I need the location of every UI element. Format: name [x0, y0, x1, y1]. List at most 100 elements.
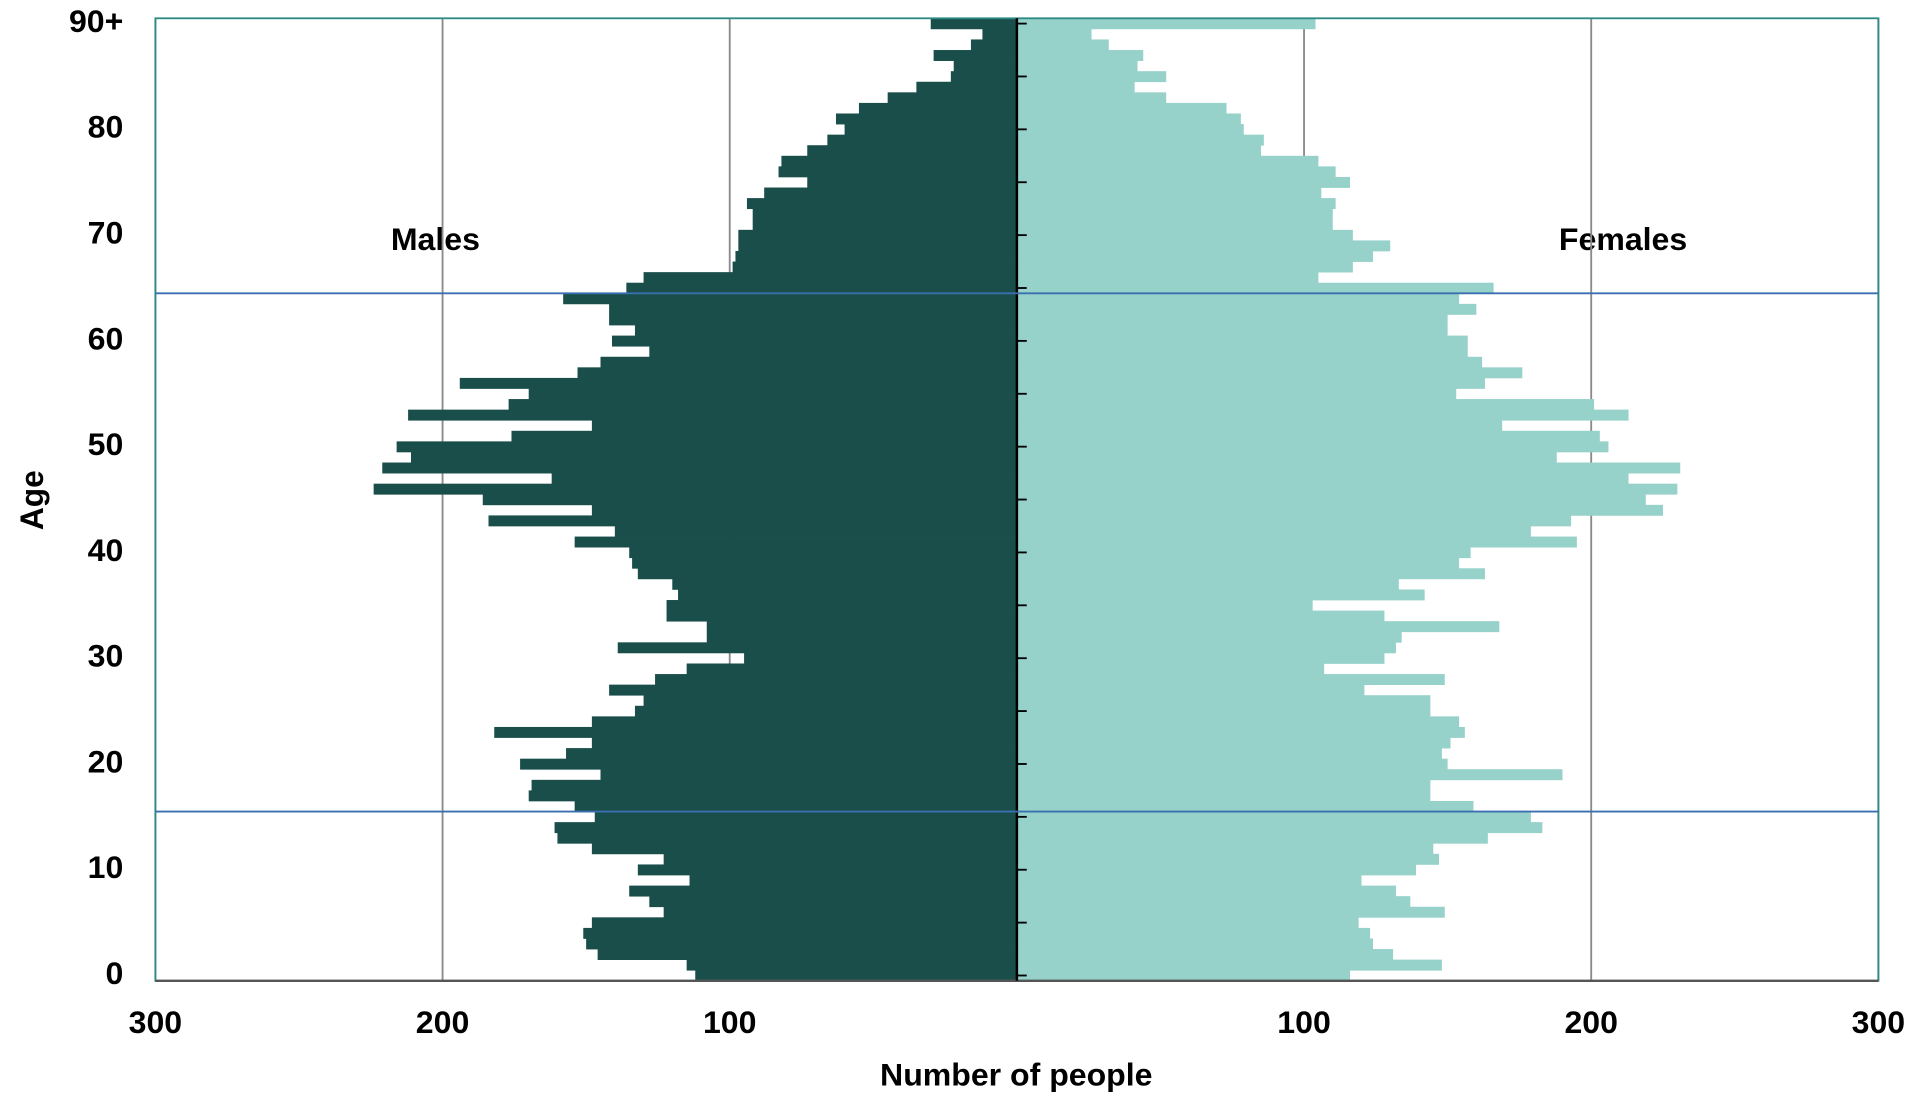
bar — [1016, 642, 1396, 654]
bar — [1016, 674, 1445, 686]
bar — [408, 409, 1017, 421]
bar — [373, 483, 1017, 495]
bar — [1016, 441, 1609, 453]
bar — [1016, 356, 1483, 368]
bar — [609, 684, 1017, 696]
bar — [1016, 959, 1442, 971]
bar — [1016, 726, 1465, 738]
bar — [459, 377, 1017, 389]
bar — [508, 399, 1017, 411]
y-tick-label: 0 — [106, 955, 124, 991]
bar — [597, 949, 1017, 961]
bar — [1016, 663, 1325, 675]
bar — [778, 166, 1017, 178]
bar — [1016, 145, 1261, 157]
series-label: Females — [1559, 221, 1687, 257]
bar — [1016, 557, 1460, 569]
bar — [706, 621, 1017, 633]
bar — [1016, 60, 1138, 72]
bar — [781, 155, 1017, 167]
bar — [1016, 589, 1425, 601]
x-tick-label: 300 — [1852, 1004, 1905, 1040]
bar — [629, 885, 1017, 897]
bar — [1016, 28, 1092, 40]
bar — [563, 293, 1017, 305]
bar — [1016, 843, 1434, 855]
bar — [738, 229, 1017, 241]
bar — [1016, 927, 1371, 939]
bar — [1016, 800, 1474, 812]
y-tick-label: 70 — [88, 215, 124, 251]
bar — [1016, 124, 1244, 136]
bar — [528, 388, 1017, 400]
y-tick-label: 20 — [88, 744, 124, 780]
bar — [1016, 229, 1353, 241]
bar — [591, 420, 1017, 432]
x-tick-label: 100 — [703, 1004, 756, 1040]
y-axis-title: Age — [14, 470, 50, 530]
bar — [752, 219, 1017, 231]
bar — [1016, 50, 1144, 61]
bar — [557, 832, 1017, 844]
bar — [1016, 515, 1572, 527]
bar — [844, 124, 1017, 136]
bar — [609, 303, 1017, 315]
bar — [1016, 875, 1362, 886]
bar — [1016, 536, 1577, 548]
bar — [511, 430, 1017, 442]
bar — [1016, 737, 1451, 749]
bar — [1016, 261, 1353, 273]
bar — [655, 674, 1017, 686]
bar — [663, 906, 1017, 918]
bar — [1016, 695, 1431, 707]
bar — [1016, 494, 1646, 506]
bar — [1016, 578, 1399, 590]
bar — [827, 134, 1017, 146]
bar — [617, 642, 1017, 654]
bar — [835, 113, 1017, 125]
bar — [643, 272, 1017, 284]
bar — [551, 473, 1017, 485]
bar — [591, 843, 1017, 855]
bar — [634, 325, 1017, 336]
bar — [970, 39, 1017, 51]
bar — [1016, 779, 1431, 791]
bar — [494, 726, 1017, 738]
bar — [637, 864, 1017, 876]
series-label: Males — [391, 221, 480, 257]
bar — [1016, 187, 1322, 199]
bar — [666, 610, 1017, 622]
bar — [1016, 399, 1595, 411]
bar — [1016, 451, 1557, 463]
bar — [1016, 346, 1468, 358]
bar — [1016, 134, 1264, 146]
bar — [1016, 568, 1485, 580]
bar — [1016, 716, 1460, 728]
y-tick-label: 60 — [88, 320, 124, 356]
bar — [566, 748, 1017, 760]
bar — [764, 187, 1017, 199]
bar — [950, 71, 1017, 83]
bar — [1016, 610, 1385, 622]
bar — [634, 705, 1017, 717]
bar — [614, 525, 1017, 537]
bar — [637, 568, 1017, 580]
bar — [1016, 504, 1663, 516]
bar — [953, 60, 1017, 72]
bar — [1016, 896, 1411, 908]
bar — [1016, 853, 1440, 865]
x-tick-label: 200 — [1564, 1004, 1617, 1040]
bar — [1016, 600, 1313, 611]
x-tick-label: 300 — [129, 1004, 182, 1040]
bar — [528, 790, 1017, 802]
bar — [1016, 272, 1319, 284]
x-tick-label: 100 — [1277, 1004, 1330, 1040]
bar — [609, 314, 1017, 326]
y-tick-label: 10 — [88, 849, 124, 885]
bar — [1016, 864, 1417, 876]
bar — [933, 50, 1017, 61]
bar — [1016, 208, 1333, 220]
bar — [686, 663, 1017, 675]
bar — [488, 515, 1017, 527]
